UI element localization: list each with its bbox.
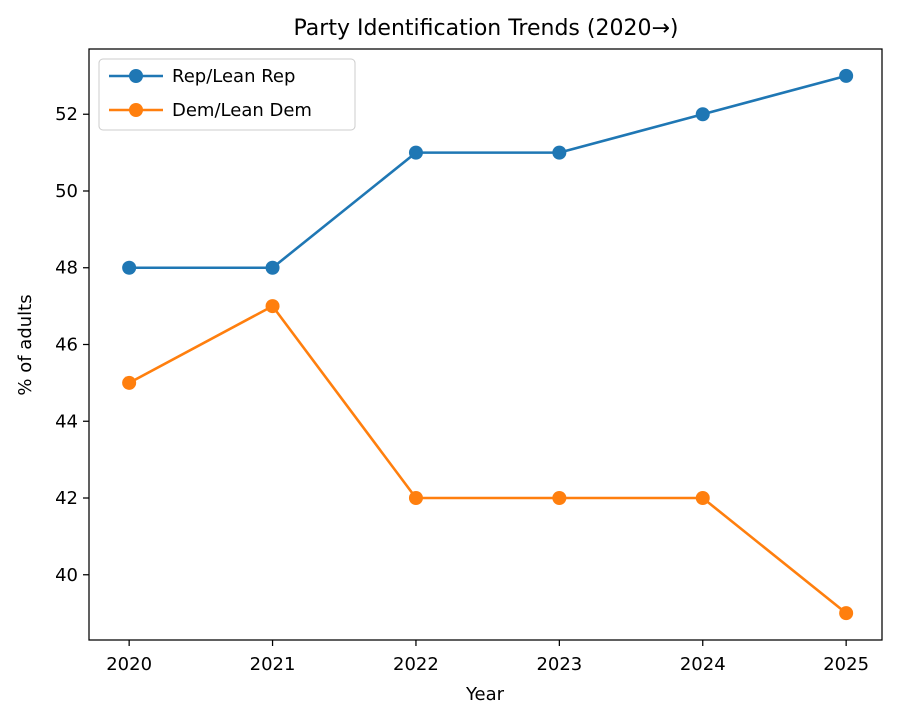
- series-line-rep-lean-rep: [129, 74, 847, 270]
- x-tick-label: 2025: [823, 654, 869, 675]
- legend-label-dem-lean-dem: Dem/Lean Dem: [172, 100, 312, 121]
- data-point-dem-lean-dem-2024: [695, 491, 710, 506]
- data-point-dem-lean-dem-2020: [122, 375, 137, 390]
- data-point-rep-lean-rep-2020: [122, 260, 137, 275]
- y-tick-label: 46: [55, 335, 78, 356]
- data-point-dem-lean-dem-2022: [408, 491, 423, 506]
- x-tick-label: 2023: [536, 654, 582, 675]
- data-point-dem-lean-dem-2021: [265, 299, 280, 314]
- y-tick-label: 48: [55, 258, 78, 279]
- series-rep-lean-rep: [122, 68, 854, 275]
- series-layer: [122, 68, 854, 621]
- x-axis-ticks: 2020 2021 2022 2023 2024 2025: [106, 640, 869, 675]
- data-point-dem-lean-dem-2023: [552, 491, 567, 506]
- x-tick-label: 2024: [680, 654, 726, 675]
- chart-title: Party Identification Trends (2020→): [294, 16, 679, 41]
- legend-marker-dem-lean-dem: [129, 103, 143, 117]
- legend-entry-rep-lean-rep: Rep/Lean Rep: [109, 66, 295, 87]
- data-point-rep-lean-rep-2021: [265, 260, 280, 275]
- legend: Rep/Lean Rep Dem/Lean Dem: [98, 58, 356, 131]
- plot-frame: [88, 48, 883, 641]
- data-point-rep-lean-rep-2022: [408, 145, 423, 160]
- x-axis-label: Year: [465, 684, 505, 705]
- y-tick-label: 50: [55, 181, 78, 202]
- y-tick-label: 52: [55, 104, 78, 125]
- x-tick-label: 2021: [250, 654, 296, 675]
- series-line-dem-lean-dem: [128, 304, 847, 615]
- legend-entry-dem-lean-dem: Dem/Lean Dem: [109, 100, 312, 121]
- y-tick-label: 42: [55, 488, 78, 509]
- y-tick-label: 40: [55, 565, 78, 586]
- x-tick-label: 2020: [106, 654, 152, 675]
- data-point-dem-lean-dem-2025: [839, 606, 854, 621]
- series-dem-lean-dem: [122, 299, 854, 621]
- y-axis-ticks: 40 42 44 46 48 50 52: [55, 104, 89, 586]
- legend-label-rep-lean-rep: Rep/Lean Rep: [172, 66, 295, 87]
- data-point-rep-lean-rep-2024: [695, 107, 710, 122]
- data-point-rep-lean-rep-2023: [552, 145, 567, 160]
- y-axis-label: % of adults: [15, 294, 36, 395]
- x-tick-label: 2022: [393, 654, 439, 675]
- y-tick-label: 44: [55, 411, 78, 432]
- data-point-rep-lean-rep-2025: [839, 68, 854, 83]
- legend-marker-rep-lean-rep: [129, 69, 143, 83]
